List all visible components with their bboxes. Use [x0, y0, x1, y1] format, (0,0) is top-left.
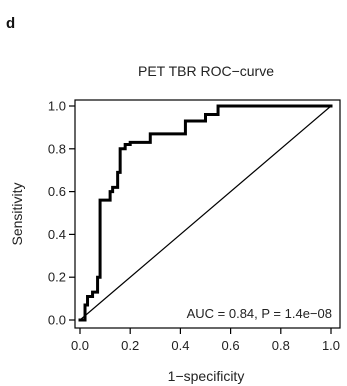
y-tick-label: 0.8 [48, 141, 66, 156]
x-tick-label: 0.0 [71, 338, 89, 353]
x-tick-label: 0.4 [171, 338, 189, 353]
roc-curve-line [78, 104, 333, 322]
y-tick-label: 0.6 [48, 184, 66, 199]
y-tick-label: 0.2 [48, 270, 66, 285]
y-tick-label: 0.4 [48, 227, 66, 242]
chart-title: PET TBR ROC−curve [138, 63, 274, 79]
x-tick-label: 0.6 [222, 338, 240, 353]
y-tick-label: 0.0 [48, 313, 66, 328]
x-tick-label: 0.8 [272, 338, 290, 353]
y-tick-label: 1.0 [48, 99, 66, 114]
plot-frame [74, 99, 341, 329]
x-axis-label: 1−specificity [168, 368, 245, 384]
x-tick-label: 1.0 [322, 338, 340, 353]
panel-label: d [6, 15, 15, 32]
y-axis-ticks: 0.0 0.2 0.4 0.6 0.8 1.0 [48, 99, 75, 328]
x-tick-label: 0.2 [121, 338, 139, 353]
auc-annotation: AUC = 0.84, P = 1.4e−08 [187, 306, 332, 321]
reference-diagonal-line [79, 105, 332, 321]
x-axis-ticks: 0.0 0.2 0.4 0.6 0.8 1.0 [71, 328, 340, 353]
y-axis-label: Sensitivity [9, 182, 25, 245]
